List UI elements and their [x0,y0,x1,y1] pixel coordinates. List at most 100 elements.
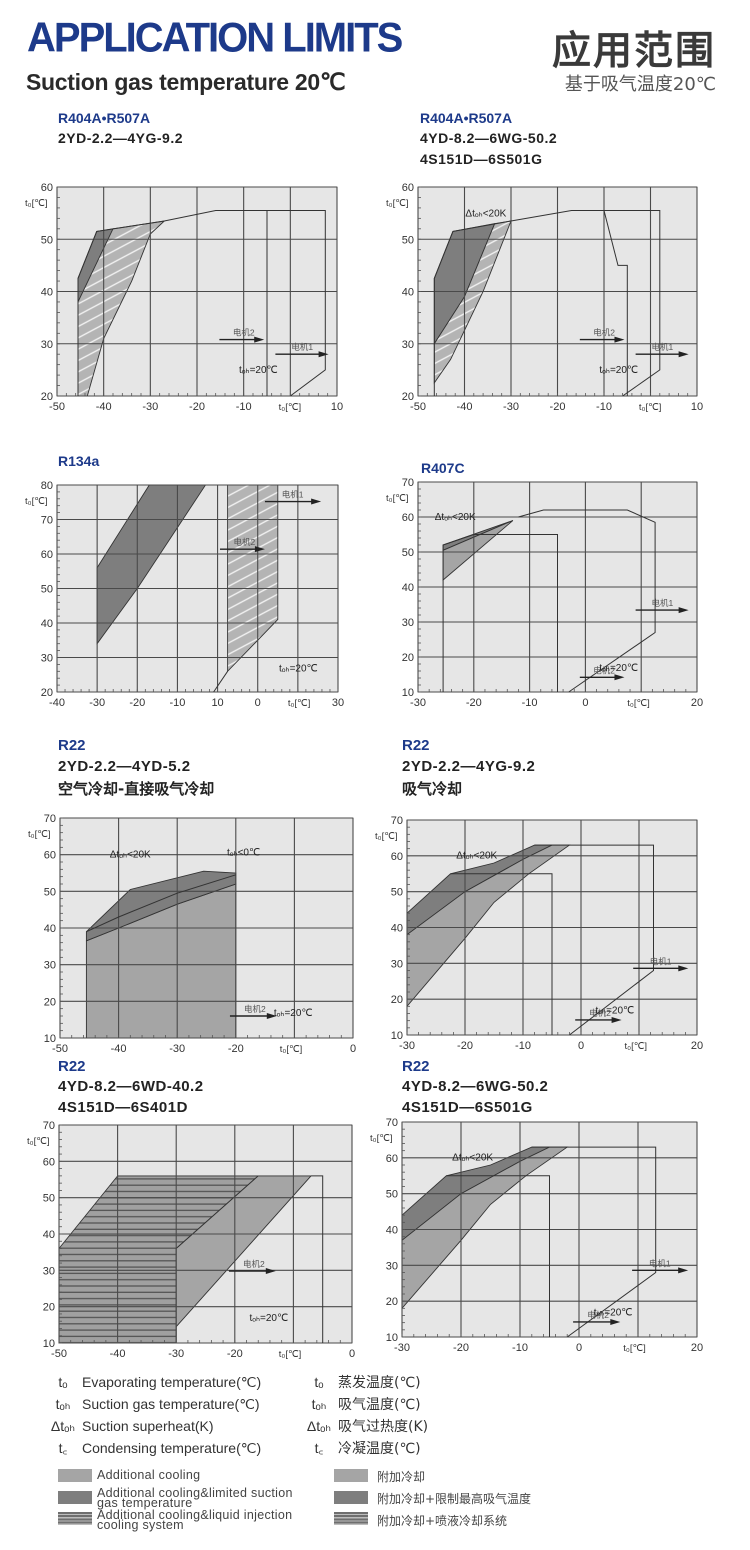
svg-text:t₀[℃]: t₀[℃] [27,1136,50,1147]
svg-text:电机2: 电机2 [233,328,255,338]
svg-text:40: 40 [402,287,414,299]
svg-text:-20: -20 [453,1342,469,1354]
svg-text:30: 30 [41,339,53,351]
svg-text:-30: -30 [142,401,158,413]
svg-text:40: 40 [44,923,56,935]
symbol-row: t꜀ Condensing temperature(℃) t꜀ 冷凝温度(℃) [58,1440,421,1457]
svg-text:Δtₒₕ<20K: Δtₒₕ<20K [110,850,151,861]
envelope-line [446,1175,550,1337]
svg-text:20: 20 [691,1342,703,1354]
svg-text:60: 60 [41,549,53,561]
svg-text:-30: -30 [503,401,519,413]
svg-text:0: 0 [349,1348,355,1360]
svg-text:20: 20 [386,1296,398,1308]
svg-text:30: 30 [41,653,53,665]
swatch-additional-cooling [58,1469,92,1482]
svg-text:10: 10 [402,687,414,699]
chart-5-model-cn: 空气冷却-直接吸气冷却 [58,780,215,798]
svg-text:-30: -30 [169,1043,185,1055]
svg-text:-50: -50 [49,401,65,413]
svg-text:50: 50 [402,547,414,559]
svg-text:0: 0 [578,1040,584,1052]
svg-text:t₀[℃]: t₀[℃] [625,1041,648,1052]
svg-text:20: 20 [402,652,414,664]
svg-text:10: 10 [211,697,223,709]
svg-text:t₀[℃]: t₀[℃] [280,1044,303,1055]
svg-text:t₀[℃]: t₀[℃] [288,698,311,709]
svg-text:50: 50 [402,234,414,246]
svg-text:tₒₕ=20℃: tₒₕ=20℃ [249,1313,288,1324]
svg-text:-50: -50 [410,401,426,413]
svg-text:60: 60 [44,850,56,862]
svg-text:-20: -20 [550,401,566,413]
svg-text:-10: -10 [515,1040,531,1052]
svg-text:-20: -20 [227,1348,243,1360]
chart-2-model-2: 4S151D—6S501G [420,151,543,167]
page-title-cn: 应用范围 [551,29,716,74]
svg-text:50: 50 [391,887,403,899]
svg-text:tₒₕ=20℃: tₒₕ=20℃ [596,1006,635,1017]
svg-text:-20: -20 [466,697,482,709]
svg-text:tₒₕ=20℃: tₒₕ=20℃ [274,1008,313,1019]
chart-6: 70 60 50 40 30 20 10-30 -20 -10 0 20 t₀[℃] t₀[℃] 电机2 电… [375,815,703,1052]
svg-text:20: 20 [44,996,56,1008]
svg-text:-30: -30 [410,697,426,709]
svg-text:40: 40 [41,287,53,299]
envelope-line [433,210,628,396]
svg-text:-40: -40 [110,1348,126,1360]
chart-2-model: 4YD-8.2—6WG-50.2 [420,130,558,146]
svg-text:20: 20 [691,1040,703,1052]
svg-text:60: 60 [391,851,403,863]
svg-text:30: 30 [386,1260,398,1272]
envelope-line [534,844,654,1036]
svg-text:30: 30 [43,1265,55,1277]
svg-text:40: 40 [43,1229,55,1241]
svg-text:20: 20 [41,391,53,403]
svg-text:60: 60 [41,182,53,194]
envelope-line [531,1146,657,1338]
svg-text:20: 20 [43,1302,55,1314]
svg-text:t₀[℃]: t₀[℃] [639,402,662,413]
swatch-limited-suction-cn [334,1491,368,1504]
envelope-line [311,1175,324,1343]
svg-text:电机2: 电机2 [587,1310,609,1320]
svg-text:tₒₕ=20℃: tₒₕ=20℃ [599,365,638,376]
svg-text:20: 20 [691,697,703,709]
svg-text:-40: -40 [111,1043,127,1055]
svg-text:50: 50 [386,1189,398,1201]
envelope-line [86,874,236,933]
svg-text:0: 0 [582,697,588,709]
svg-text:电机2: 电机2 [593,665,615,675]
svg-text:t₀[℃]: t₀[℃] [386,198,409,209]
svg-text:-20: -20 [129,697,145,709]
svg-text:Δtₒₕ<20K: Δtₒₕ<20K [456,851,497,862]
chart-1-refrigerant: R404A•R507A [58,110,151,126]
chart-4-refrigerant: R407C [421,460,465,476]
svg-text:30: 30 [332,697,344,709]
svg-text:电机1: 电机1 [652,598,674,608]
svg-text:50: 50 [41,584,53,596]
svg-text:tₒₕ=20℃: tₒₕ=20℃ [279,663,318,674]
page-title: APPLICATION LIMITS [27,14,403,62]
chart-5-refrigerant: R22 [58,737,86,754]
chart-7-model: 4YD-8.2—6WD-40.2 [58,1078,204,1095]
chart-1-model: 2YD-2.2—4YG-9.2 [58,130,183,146]
symbol-row: tₒ Evaporating temperature(℃) tₒ 蒸发温度(℃) [58,1374,421,1391]
svg-text:0: 0 [576,1342,582,1354]
svg-text:40: 40 [41,618,53,630]
svg-text:50: 50 [41,234,53,246]
svg-text:40: 40 [386,1225,398,1237]
svg-text:-40: -40 [96,401,112,413]
chart-2: 60 50 40 30 20-50 -40 -30 -20 -10 10 t₀[℃] t₀[℃] 电机2… [386,182,703,413]
chart-6-refrigerant: R22 [402,737,430,754]
svg-text:t₀[℃]: t₀[℃] [627,698,650,709]
chart-7-refrigerant: R22 [58,1058,86,1075]
envelope-line [215,210,326,397]
svg-text:20: 20 [402,391,414,403]
svg-text:60: 60 [402,182,414,194]
svg-text:t₀[℃]: t₀[℃] [279,402,302,413]
svg-text:50: 50 [43,1193,55,1205]
svg-text:tₒₕ=20℃: tₒₕ=20℃ [599,663,638,674]
chart-7: 70 60 50 40 30 20 10-50 -40 -30 -20 0 t₀[℃] t₀[℃] 电机2… [27,1120,355,1360]
svg-text:10: 10 [43,1338,55,1350]
